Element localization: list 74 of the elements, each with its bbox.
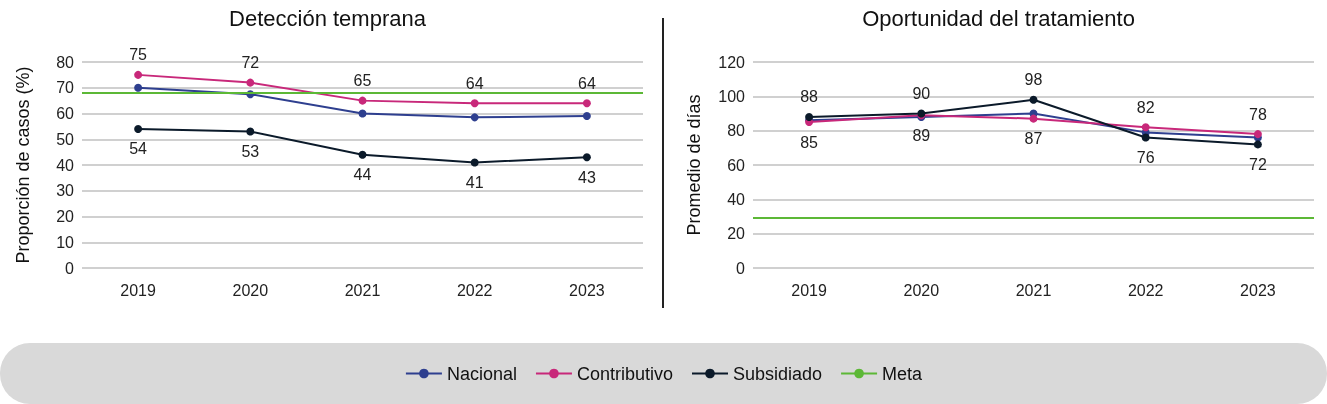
x-tick-label: 2023 bbox=[1240, 281, 1276, 299]
y-tick-label: 100 bbox=[718, 87, 746, 105]
y-tick-label: 70 bbox=[56, 79, 75, 97]
chart-title: Oportunidad del tratamiento bbox=[862, 5, 1135, 31]
legend-label: Nacional bbox=[446, 363, 517, 384]
point bbox=[470, 158, 479, 167]
point bbox=[134, 83, 143, 92]
y-tick-label: 0 bbox=[736, 259, 746, 277]
y-axis-title: Promedio de días bbox=[684, 94, 704, 236]
y-tick-label: 60 bbox=[56, 105, 75, 122]
point bbox=[358, 96, 367, 105]
data-label: 43 bbox=[578, 168, 596, 186]
legend-label: Subsidiado bbox=[733, 363, 823, 384]
y-tick-label: 50 bbox=[56, 130, 75, 148]
data-label: 72 bbox=[241, 54, 260, 72]
data-label: 89 bbox=[912, 126, 931, 144]
data-label: 64 bbox=[578, 74, 596, 92]
y-tick-label: 120 bbox=[718, 53, 746, 71]
data-label: 64 bbox=[465, 74, 484, 92]
point bbox=[246, 127, 255, 136]
data-label: 98 bbox=[1024, 71, 1043, 89]
y-tick-label: 10 bbox=[56, 233, 75, 251]
x-tick-label: 2020 bbox=[232, 281, 269, 299]
legend-label: Contributivo bbox=[576, 363, 673, 384]
data-label: 72 bbox=[1249, 155, 1267, 173]
chart-title: Detección temprana bbox=[229, 5, 427, 31]
y-tick-label: 80 bbox=[727, 122, 746, 140]
data-label: 85 bbox=[800, 133, 819, 151]
point bbox=[246, 78, 255, 87]
y-tick-label: 20 bbox=[727, 225, 746, 243]
data-label: 90 bbox=[912, 85, 931, 102]
x-tick-label: 2021 bbox=[1015, 281, 1052, 299]
x-tick-label: 2020 bbox=[903, 281, 940, 299]
x-tick-label: 2021 bbox=[344, 281, 381, 299]
point bbox=[358, 109, 367, 118]
point bbox=[805, 112, 814, 121]
legend-label: Meta bbox=[882, 363, 924, 384]
point bbox=[134, 124, 143, 133]
y-tick-label: 60 bbox=[727, 156, 746, 174]
data-label: 44 bbox=[353, 166, 372, 184]
y-tick-label: 30 bbox=[56, 182, 75, 200]
data-label: 41 bbox=[465, 173, 484, 191]
point bbox=[582, 112, 591, 121]
point bbox=[1141, 123, 1150, 132]
x-tick-label: 2019 bbox=[791, 281, 827, 299]
data-label: 88 bbox=[800, 88, 819, 106]
point bbox=[1141, 133, 1150, 142]
data-label: 78 bbox=[1249, 105, 1267, 123]
y-tick-label: 20 bbox=[56, 208, 75, 225]
point bbox=[134, 70, 143, 79]
point bbox=[470, 113, 479, 122]
x-tick-label: 2022 bbox=[1127, 281, 1164, 299]
y-tick-label: 80 bbox=[56, 53, 75, 71]
point bbox=[1253, 140, 1262, 149]
y-tick-label: 40 bbox=[727, 190, 746, 208]
data-label: 82 bbox=[1136, 98, 1155, 116]
point bbox=[1029, 114, 1038, 123]
point bbox=[582, 153, 591, 162]
data-label: 53 bbox=[241, 143, 260, 161]
x-tick-label: 2023 bbox=[569, 281, 605, 299]
point bbox=[1029, 95, 1038, 104]
data-label: 65 bbox=[353, 72, 372, 90]
point bbox=[582, 99, 591, 108]
x-tick-label: 2022 bbox=[456, 281, 493, 299]
point bbox=[358, 150, 367, 159]
y-tick-label: 40 bbox=[56, 156, 75, 174]
data-label: 54 bbox=[129, 140, 148, 158]
data-label: 87 bbox=[1024, 130, 1043, 148]
data-label: 75 bbox=[129, 46, 148, 64]
y-axis-title: Proporción de casos (%) bbox=[13, 66, 33, 264]
y-tick-label: 0 bbox=[65, 259, 75, 277]
data-label: 76 bbox=[1136, 149, 1155, 167]
x-tick-label: 2019 bbox=[120, 281, 156, 299]
point bbox=[470, 99, 479, 108]
